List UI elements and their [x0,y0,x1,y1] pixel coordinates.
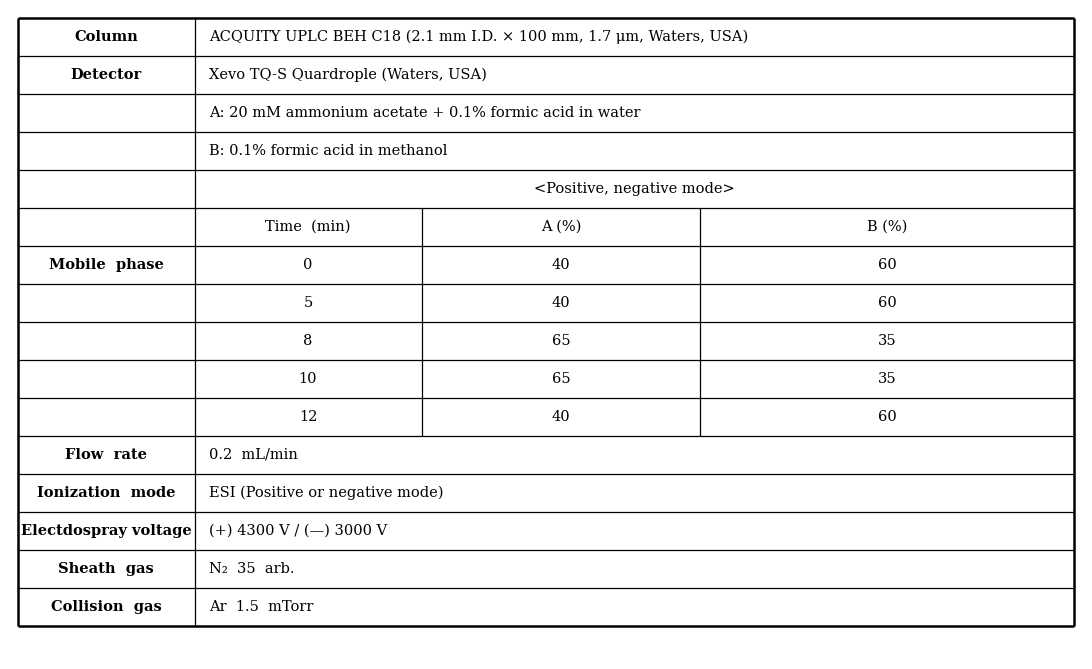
Text: Collision  gas: Collision gas [50,600,162,614]
Text: Ar  1.5  mTorr: Ar 1.5 mTorr [209,600,313,614]
Text: Flow  rate: Flow rate [66,448,147,462]
Text: 60: 60 [878,258,897,272]
Text: 40: 40 [551,258,570,272]
Text: 65: 65 [551,334,570,348]
Text: Detector: Detector [70,68,142,82]
Text: Ionization  mode: Ionization mode [37,486,175,500]
Text: 65: 65 [551,372,570,386]
Text: 5: 5 [304,296,312,310]
Text: Time  (min): Time (min) [265,220,351,234]
Text: ESI (Positive or negative mode): ESI (Positive or negative mode) [209,486,443,500]
Text: 8: 8 [304,334,312,348]
Text: Column: Column [74,30,138,44]
Text: 10: 10 [299,372,318,386]
Text: 0: 0 [304,258,312,272]
Text: ACQUITY UPLC BEH C18 (2.1 mm I.D. × 100 mm, 1.7 μm, Waters, USA): ACQUITY UPLC BEH C18 (2.1 mm I.D. × 100 … [209,30,748,44]
Text: Sheath  gas: Sheath gas [58,562,154,576]
Text: (+) 4300 V / (—) 3000 V: (+) 4300 V / (—) 3000 V [209,524,388,538]
Text: 40: 40 [551,410,570,424]
Text: 12: 12 [299,410,317,424]
Text: 35: 35 [878,334,897,348]
Text: Mobile  phase: Mobile phase [48,258,164,272]
Text: <Positive, negative mode>: <Positive, negative mode> [534,182,735,196]
Text: A (%): A (%) [541,220,581,234]
Text: 40: 40 [551,296,570,310]
Text: A: 20 mM ammonium acetate + 0.1% formic acid in water: A: 20 mM ammonium acetate + 0.1% formic … [209,106,641,120]
Text: 0.2  mL/min: 0.2 mL/min [209,448,298,462]
Text: N₂  35  arb.: N₂ 35 arb. [209,562,295,576]
Text: B: 0.1% formic acid in methanol: B: 0.1% formic acid in methanol [209,144,448,158]
Text: Electdospray voltage: Electdospray voltage [21,524,191,538]
Text: Xevo TQ-S Quardrople (Waters, USA): Xevo TQ-S Quardrople (Waters, USA) [209,68,487,82]
Text: 60: 60 [878,296,897,310]
Text: B (%): B (%) [867,220,907,234]
Text: 60: 60 [878,410,897,424]
Text: 35: 35 [878,372,897,386]
